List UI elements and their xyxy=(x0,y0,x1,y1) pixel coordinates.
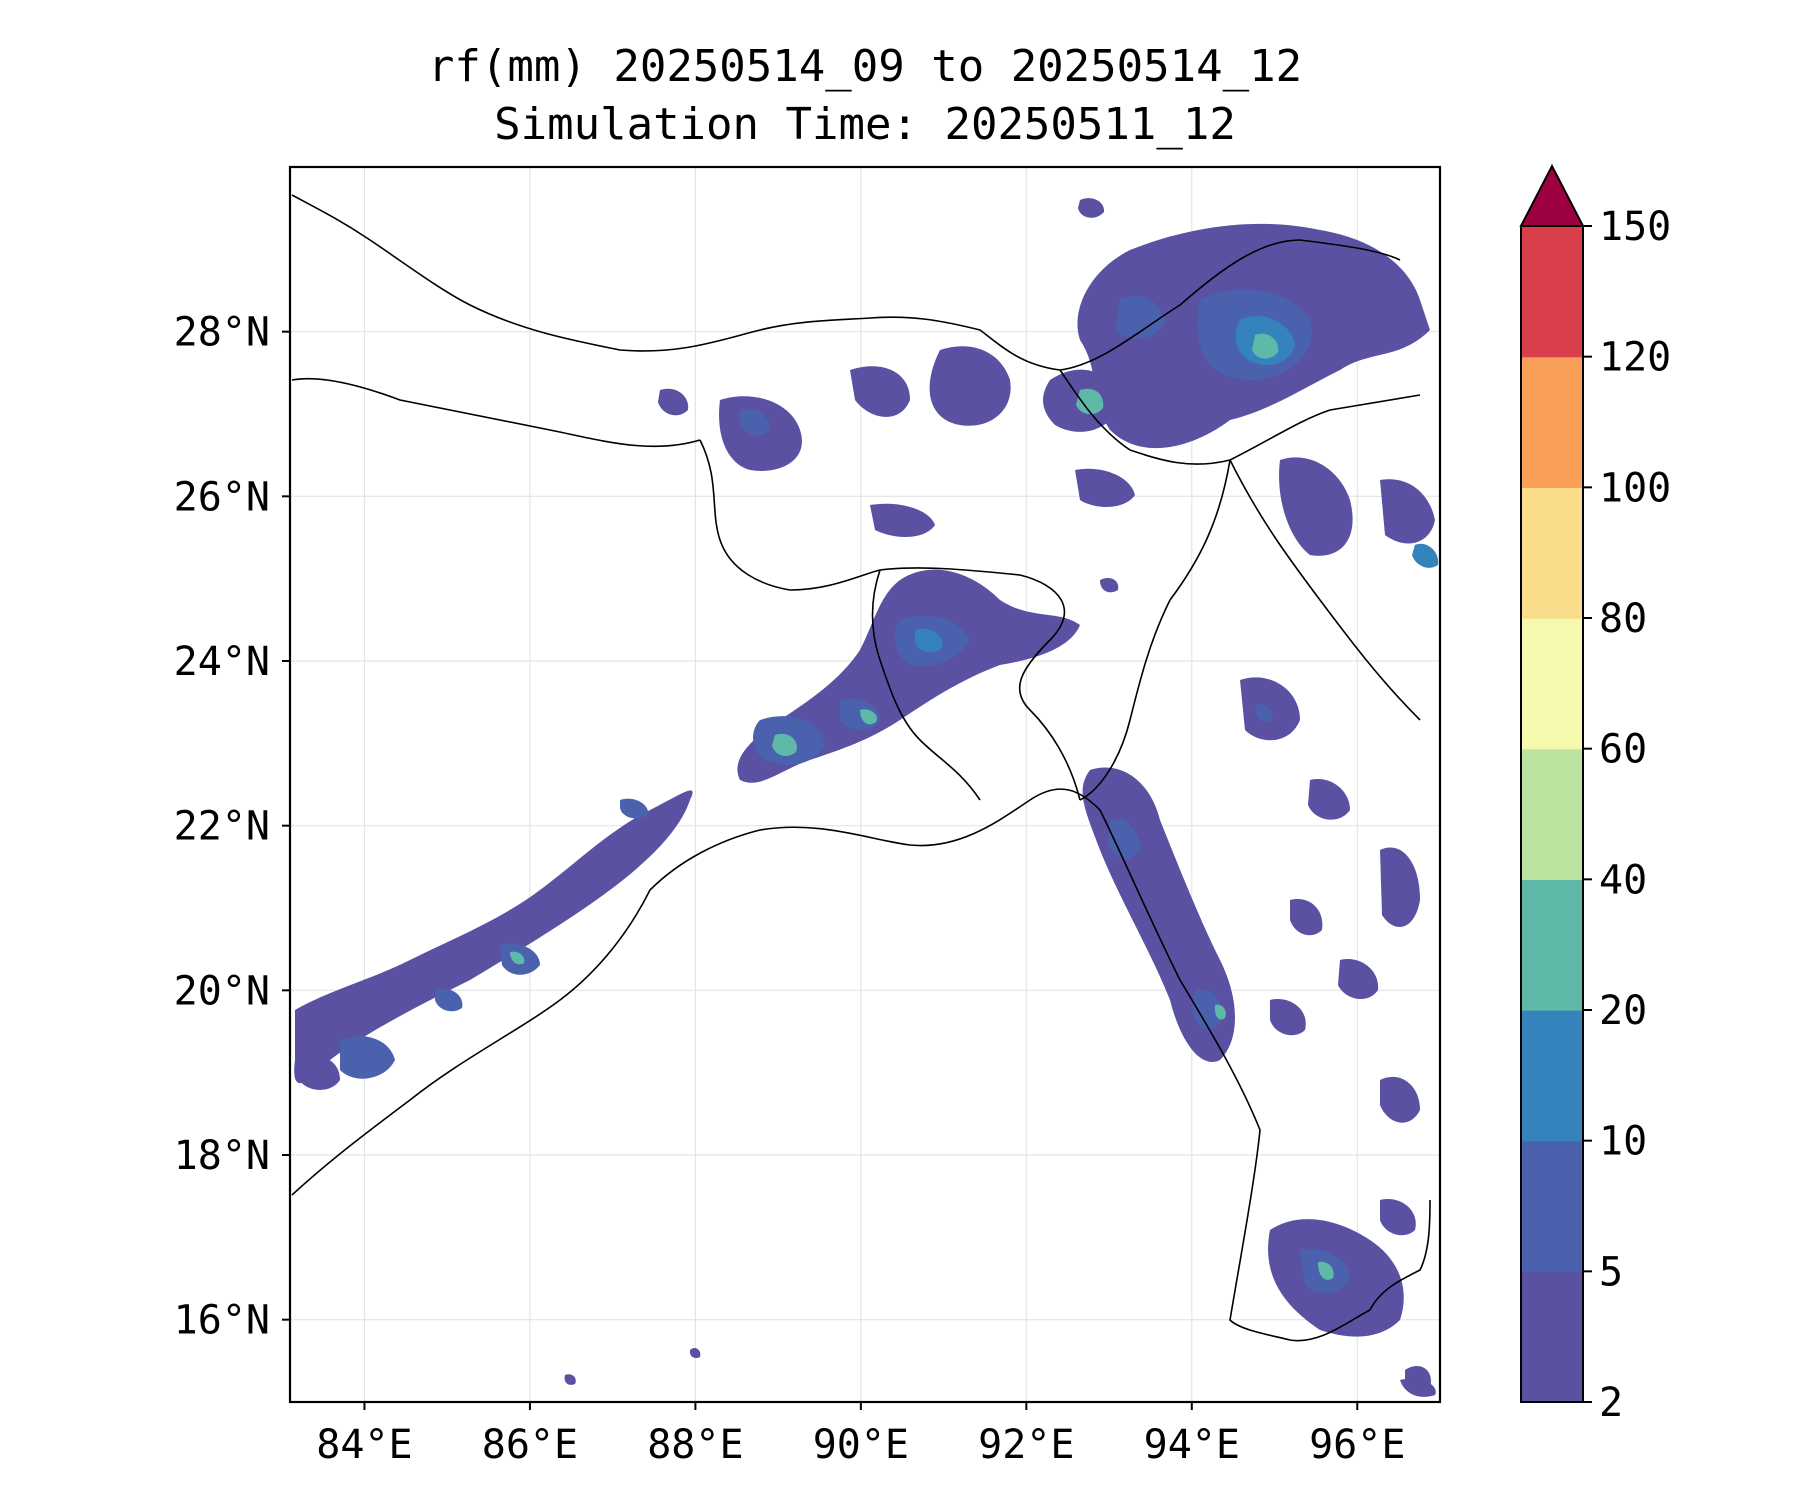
lat-tick-label: 20°N xyxy=(174,968,270,1014)
axis-ticks: 84°E 86°E 88°E 90°E 92°E 94°E 96°E 16°N 18°N 20°N… xyxy=(174,310,1406,1468)
colorbar-segment xyxy=(1521,1010,1583,1142)
colorbar-segment xyxy=(1521,748,1583,880)
lon-tick-label: 96°E xyxy=(1309,1422,1405,1468)
colorbar-segment xyxy=(1521,618,1583,750)
lon-tick-label: 94°E xyxy=(1144,1422,1240,1468)
colorbar-segment xyxy=(1521,1271,1583,1403)
colorbar: 2 5 10 20 40 60 80 100 120 150 xyxy=(1519,163,1671,1426)
colorbar-tick-label: 10 xyxy=(1599,1119,1647,1165)
coastline-borders xyxy=(291,194,1431,1342)
colorbar-tick-label: 40 xyxy=(1599,857,1647,903)
map-title: rf(mm) 20250514_09 to 20250514_12 Simula… xyxy=(290,38,1440,154)
colorbar-segment xyxy=(1521,879,1583,1011)
colorbar-extend-triangle xyxy=(1519,163,1585,227)
lat-tick-label: 24°N xyxy=(174,639,270,685)
colorbar-segment xyxy=(1521,356,1583,488)
lon-tick-label: 86°E xyxy=(482,1422,578,1468)
rainfall-contours xyxy=(294,198,1439,1397)
colorbar-tick-label: 2 xyxy=(1599,1380,1623,1426)
lon-tick-label: 88°E xyxy=(647,1422,743,1468)
lat-tick-label: 26°N xyxy=(174,474,270,520)
lat-tick-label: 28°N xyxy=(174,310,270,356)
map-frame xyxy=(288,165,1442,1404)
colorbar-tick-label: 20 xyxy=(1599,988,1647,1034)
colorbar-segment xyxy=(1521,487,1583,619)
lat-tick-label: 16°N xyxy=(174,1298,270,1344)
colorbar-tick-label: 120 xyxy=(1599,335,1671,381)
lon-tick-label: 92°E xyxy=(978,1422,1074,1468)
title-line-1: rf(mm) 20250514_09 to 20250514_12 xyxy=(427,41,1303,92)
title-line-2: Simulation Time: 20250511_12 xyxy=(494,99,1236,150)
colorbar-tick-label: 5 xyxy=(1599,1249,1623,1295)
colorbar-segment xyxy=(1521,226,1583,358)
lat-tick-label: 18°N xyxy=(174,1133,270,1179)
colorbar-tick-label: 100 xyxy=(1599,465,1671,511)
colorbar-tick-label: 80 xyxy=(1599,596,1647,642)
colorbar-outline xyxy=(1520,225,1584,1403)
lon-tick-label: 90°E xyxy=(813,1422,909,1468)
colorbar-tick-label: 150 xyxy=(1599,204,1671,250)
colorbar-segment xyxy=(1521,1140,1583,1272)
colorbar-tick-label: 60 xyxy=(1599,727,1647,773)
lon-tick-label: 84°E xyxy=(316,1422,412,1468)
lat-tick-label: 22°N xyxy=(174,804,270,850)
